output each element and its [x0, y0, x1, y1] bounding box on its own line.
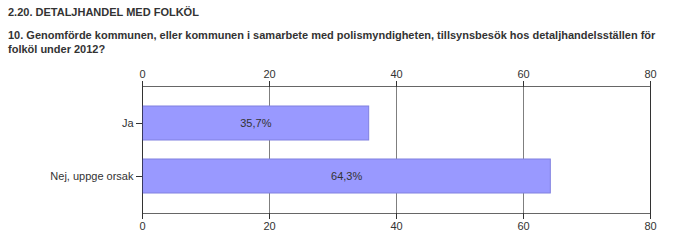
svg-text:0: 0 [139, 68, 145, 80]
svg-text:35,7%: 35,7% [240, 117, 271, 129]
svg-text:Ja: Ja [122, 117, 135, 129]
html-text:10. Genomförde kommunen, eller: 10. Genomförde kommunen, eller kommunen … [8, 29, 656, 55]
svg-text:40: 40 [390, 220, 402, 232]
html-text:2.20. DETALJHANDEL MED FOLKÖL: 2.20. DETALJHANDEL MED FOLKÖL [8, 6, 199, 18]
svg-text:20: 20 [263, 68, 275, 80]
svg-text:60: 60 [517, 220, 529, 232]
svg-text:80: 80 [644, 68, 656, 80]
svg-text:80: 80 [644, 220, 656, 232]
svg-text:40: 40 [390, 68, 402, 80]
svg-text:Nej, uppge orsak: Nej, uppge orsak [50, 170, 134, 182]
svg-text:20: 20 [263, 220, 275, 232]
svg-text:0: 0 [139, 220, 145, 232]
svg-text:64,3%: 64,3% [331, 170, 362, 182]
svg-text:60: 60 [517, 68, 529, 80]
